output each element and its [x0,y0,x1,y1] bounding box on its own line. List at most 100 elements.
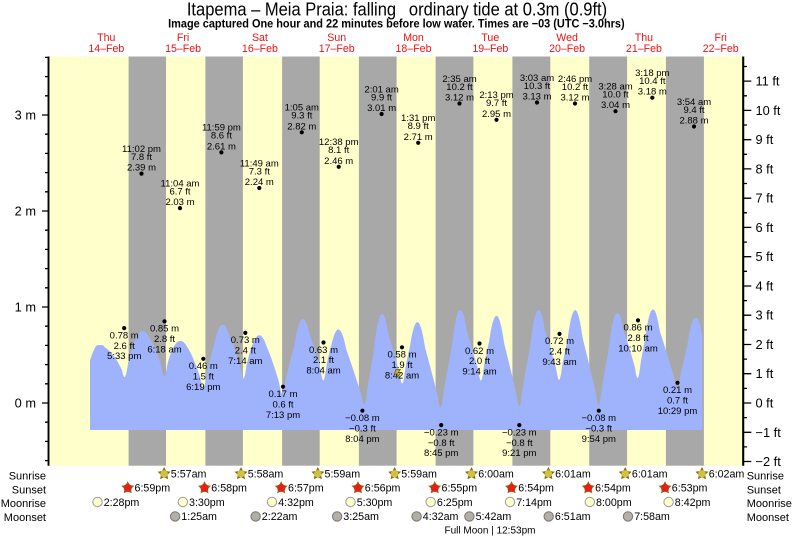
svg-text:1:05 am: 1:05 am [285,103,319,114]
svg-text:0.62 m: 0.62 m [465,346,494,357]
svg-text:22–Feb: 22–Feb [703,43,739,55]
svg-text:16–Feb: 16–Feb [242,43,278,55]
svg-text:3:18 pm: 3:18 pm [635,68,669,79]
svg-text:11:02 pm: 11:02 pm [122,144,161,155]
svg-text:Sunset: Sunset [747,484,781,496]
svg-text:1:31 pm: 1:31 pm [401,113,435,124]
svg-text:1.5 ft: 1.5 ft [193,372,214,383]
svg-text:7.8 ft: 7.8 ft [131,152,152,163]
svg-text:21–Feb: 21–Feb [626,43,662,55]
svg-text:9.9 ft: 9.9 ft [371,92,392,103]
svg-text:−2 ft: −2 ft [756,454,782,469]
svg-text:9.7 ft: 9.7 ft [486,98,507,109]
svg-text:8.9 ft: 8.9 ft [408,121,429,132]
svg-text:2.46 m: 2.46 m [324,156,353,167]
svg-text:6:00am: 6:00am [478,469,514,481]
svg-text:2.4 ft: 2.4 ft [549,347,570,358]
svg-text:6:54pm: 6:54pm [595,483,631,495]
svg-text:2.39 m: 2.39 m [127,163,156,174]
svg-text:7.3 ft: 7.3 ft [249,166,270,177]
svg-text:2.03 m: 2.03 m [165,197,194,208]
svg-text:5 ft: 5 ft [756,249,774,264]
svg-text:−0.8 ft: −0.8 ft [428,438,455,449]
svg-text:Moonrise: Moonrise [1,498,46,510]
svg-text:0.72 m: 0.72 m [545,336,574,347]
svg-text:0.86 m: 0.86 m [623,323,652,334]
svg-text:Moonset: Moonset [4,512,46,524]
svg-text:7:14 am: 7:14 am [228,356,262,367]
svg-text:1:25am: 1:25am [181,511,217,523]
svg-text:6:25pm: 6:25pm [437,497,473,509]
svg-text:3:54 am: 3:54 am [677,97,711,108]
svg-text:10.0 ft: 10.0 ft [602,90,629,101]
svg-text:−0.08 m: −0.08 m [582,413,617,424]
svg-text:9.3 ft: 9.3 ft [291,111,312,122]
svg-text:6:59pm: 6:59pm [135,483,171,495]
svg-text:2:13 pm: 2:13 pm [479,90,513,101]
svg-text:5:58am: 5:58am [248,469,284,481]
svg-text:2.8 ft: 2.8 ft [627,333,648,344]
svg-text:Tue: Tue [481,32,499,44]
svg-text:6:01am: 6:01am [632,469,668,481]
svg-text:Moonset: Moonset [747,512,789,524]
svg-text:6 ft: 6 ft [756,220,774,235]
svg-text:6:55pm: 6:55pm [442,483,478,495]
svg-text:3.12 m: 3.12 m [560,93,589,104]
svg-text:4 ft: 4 ft [756,279,774,294]
svg-text:8.1 ft: 8.1 ft [328,145,349,156]
svg-text:6:57pm: 6:57pm [288,483,324,495]
svg-text:5:33 pm: 5:33 pm [107,351,141,362]
svg-text:3:28 am: 3:28 am [598,82,632,93]
svg-text:14–Feb: 14–Feb [88,43,124,55]
svg-text:2.4 ft: 2.4 ft [235,346,256,357]
svg-text:4:32pm: 4:32pm [278,497,314,509]
svg-text:8:00pm: 8:00pm [596,497,632,509]
svg-text:3:25am: 3:25am [343,511,379,523]
svg-text:Image captured One hour and 22: Image captured One hour and 22 minutes b… [168,17,625,31]
svg-text:7:58am: 7:58am [634,511,670,523]
svg-text:2.1 ft: 2.1 ft [313,355,334,366]
svg-text:3 m: 3 m [15,108,36,123]
svg-text:2.61 m: 2.61 m [207,141,236,152]
svg-text:6:54pm: 6:54pm [518,483,554,495]
svg-text:15–Feb: 15–Feb [165,43,201,55]
svg-text:1 ft: 1 ft [756,366,774,381]
svg-text:Itapema – Meia Praia: falling: Itapema – Meia Praia: falling ordinary t… [187,0,607,20]
svg-text:Sunset: Sunset [12,484,46,496]
svg-text:0.63 m: 0.63 m [309,345,338,356]
svg-text:0.7 ft: 0.7 ft [667,396,688,407]
svg-text:Sat: Sat [252,32,268,44]
svg-text:3 ft: 3 ft [756,308,774,323]
svg-text:10.2 ft: 10.2 ft [562,82,589,93]
svg-text:3.04 m: 3.04 m [601,100,630,111]
svg-text:19–Feb: 19–Feb [472,43,508,55]
svg-text:7:13 pm: 7:13 pm [266,410,300,421]
svg-text:Fri: Fri [177,32,189,44]
svg-text:Moonrise: Moonrise [747,498,792,510]
svg-text:0.73 m: 0.73 m [231,335,260,346]
svg-text:0.58 m: 0.58 m [387,350,416,361]
svg-text:18–Feb: 18–Feb [396,43,432,55]
svg-text:2.6 ft: 2.6 ft [114,341,135,352]
svg-text:Sunrise: Sunrise [747,471,784,483]
svg-text:9.4 ft: 9.4 ft [683,105,704,116]
svg-text:2.24 m: 2.24 m [245,177,274,188]
svg-text:9:54 pm: 9:54 pm [582,434,616,445]
svg-text:5:42am: 5:42am [476,511,512,523]
svg-text:3.01 m: 3.01 m [367,103,396,114]
svg-text:2.88 m: 2.88 m [679,116,708,127]
svg-text:17–Feb: 17–Feb [319,43,355,55]
svg-text:2:35 am: 2:35 am [442,74,476,85]
svg-text:10.2 ft: 10.2 ft [446,82,473,93]
svg-text:Sun: Sun [327,32,346,44]
svg-text:6:01am: 6:01am [555,469,591,481]
svg-text:6.7 ft: 6.7 ft [169,186,190,197]
svg-text:6:56pm: 6:56pm [365,483,401,495]
svg-text:1 m: 1 m [15,300,36,315]
svg-text:2.82 m: 2.82 m [287,121,316,132]
svg-text:2.71 m: 2.71 m [404,132,433,143]
svg-text:20–Feb: 20–Feb [549,43,585,55]
svg-text:Sunrise: Sunrise [9,471,46,483]
svg-text:0.21 m: 0.21 m [663,385,692,396]
svg-text:2 ft: 2 ft [756,337,774,352]
